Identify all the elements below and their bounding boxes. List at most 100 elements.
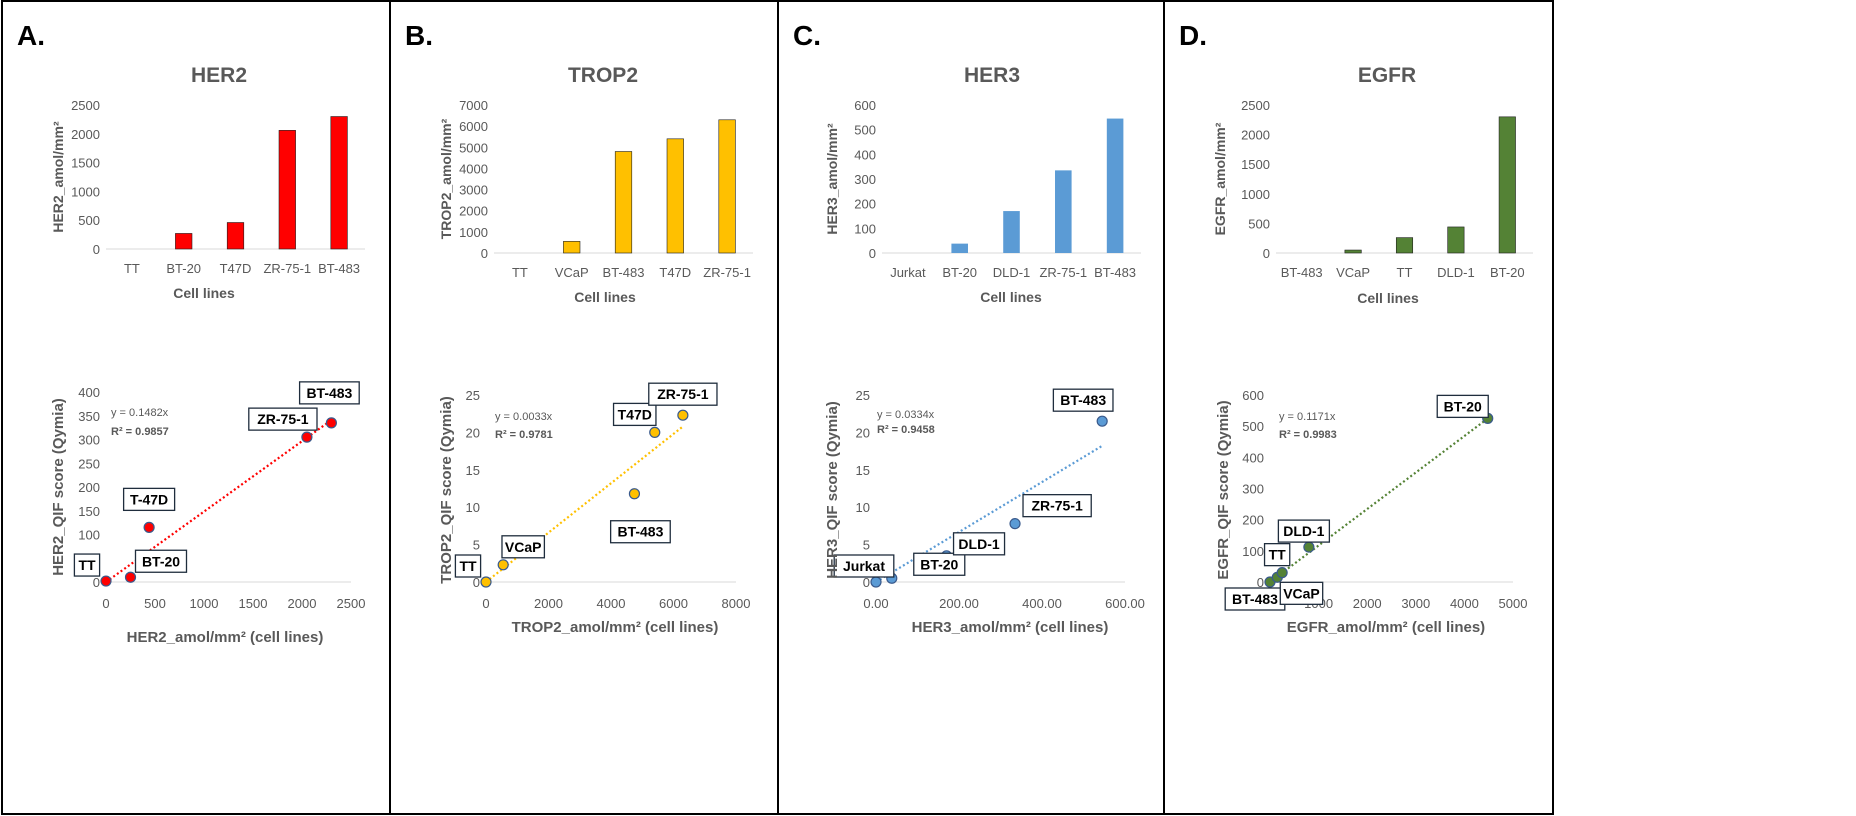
scatter-x-tick-label: 2000: [288, 596, 317, 611]
bar-y-tick-label: 7000: [459, 98, 488, 113]
bar-y-axis-title: EGFR_amol/mm²: [1212, 122, 1228, 235]
scatter-x-tick-label: 6000: [659, 596, 688, 611]
scatter-y-axis-title: EGFR_QIF score (Qymia): [1215, 400, 1232, 579]
bar-y-tick-label: 400: [854, 147, 876, 162]
bar-dld-1: [1003, 211, 1020, 253]
scatter-y-tick-label: 0: [93, 575, 100, 590]
point-label: BT-483: [306, 385, 352, 401]
bar-y-tick-label: 200: [854, 197, 876, 212]
scatter-x-tick-label: 500: [144, 596, 166, 611]
bar-x-axis-title: Cell lines: [574, 289, 636, 305]
scatter-x-tick-label: 2500: [337, 596, 366, 611]
bar-x-tick-label: DLD-1: [993, 265, 1031, 280]
bar-y-tick-label: 1000: [459, 225, 488, 240]
scatter-point-bt-483: [325, 417, 337, 429]
scatter-x-tick-label: 600.00: [1105, 596, 1145, 611]
bar-y-tick-label: 2000: [71, 127, 100, 142]
scatter-y-tick-label: 100: [1242, 544, 1264, 559]
point-label-box: [1279, 581, 1324, 605]
bar-x-tick-label: T47D: [659, 265, 691, 280]
bar-x-tick-label: TT: [1397, 265, 1413, 280]
bar-x-tick-label: ZR-75-1: [1039, 265, 1087, 280]
scatter-x-tick-label: 1500: [239, 596, 268, 611]
bar-y-tick-label: 6000: [459, 119, 488, 134]
scatter-point-dld-1: [1303, 541, 1315, 553]
bar-y-tick-label: 1000: [1241, 187, 1270, 202]
panel-c: C. HER3 0 100 200 300 400 500 600 Jurkat BT-20 DLD…: [777, 0, 1165, 815]
bar-x-axis-title: Cell lines: [173, 285, 235, 301]
bar-x-axis-title: Cell lines: [1357, 290, 1419, 306]
bar-x-tick-label: ZR-75-1: [263, 261, 311, 276]
bar-tt: [1395, 237, 1414, 254]
scatter-y-tick-label: 15: [856, 463, 870, 478]
trendline: [1269, 417, 1489, 583]
point-label-box: [501, 535, 546, 559]
bar-y-tick-label: 500: [78, 213, 100, 228]
point-label: BT-20: [142, 553, 180, 569]
point-label: ZR-75-1: [657, 386, 709, 402]
point-label-box: [122, 487, 176, 512]
scatter-y-tick-label: 25: [856, 388, 870, 403]
bar-x-tick-label: ZR-75-1: [703, 265, 751, 280]
bar-zr-75-1: [278, 130, 296, 250]
bar-x-tick-label: BT-483: [1281, 265, 1323, 280]
scatter-y-tick-label: 500: [1242, 419, 1264, 434]
scatter-x-axis-title: TROP2_amol/mm² (cell lines): [512, 619, 719, 636]
point-label: DLD-1: [1283, 523, 1324, 539]
scatter-point-bt-20: [124, 571, 137, 583]
point-label: BT-483: [1060, 392, 1106, 408]
point-label: T-47D: [130, 491, 168, 507]
scatter-x-axis-title: HER3_amol/mm² (cell lines): [912, 619, 1109, 636]
r-squared-label: R² = 0.9983: [1279, 429, 1337, 441]
bar-x-tick-label: BT-483: [1094, 265, 1136, 280]
bar-chart-title: HER2: [191, 64, 247, 87]
bar-y-tick-label: 2000: [459, 204, 488, 219]
point-label-box: [454, 554, 482, 578]
scatter-point-zr-75-1: [301, 431, 313, 443]
point-label: BT-20: [1444, 398, 1482, 414]
bar-y-tick-label: 1500: [1241, 157, 1270, 172]
scatter-x-tick-label: 4000: [597, 596, 626, 611]
scatter-x-tick-label: 1000: [190, 596, 219, 611]
bar-t47d: [226, 222, 245, 250]
bar-x-tick-label: BT-20: [166, 261, 201, 276]
scatter-point-bt-483: [628, 488, 641, 500]
trendline-equation: y = 0.1171x: [1279, 411, 1336, 423]
point-label: BT-483: [1232, 591, 1278, 607]
bar-y-tick-label: 100: [854, 221, 876, 236]
point-label-box: [833, 554, 895, 578]
scatter-y-tick-label: 350: [78, 409, 100, 424]
scatter-x-tick-label: 2000: [534, 596, 563, 611]
panel-b: B. TROP2 0 1000 2000 3000 4000 5000 6000 7000 TT V…: [389, 0, 779, 815]
scatter-x-tick-label: 200.00: [939, 596, 979, 611]
bar-y-axis-title: HER2_amol/mm²: [50, 121, 66, 233]
scatter-x-tick-label: 8000: [722, 596, 751, 611]
point-label: ZR-75-1: [1031, 498, 1083, 514]
bar-chart-title: EGFR: [1358, 64, 1416, 87]
point-label-box: [1022, 494, 1092, 518]
bar-x-axis-title: Cell lines: [980, 289, 1042, 305]
scatter-x-axis-title: HER2_amol/mm² (cell lines): [127, 629, 324, 646]
bar-t47d: [666, 138, 684, 254]
point-label-box: [1277, 519, 1331, 543]
scatter-point-tt: [480, 576, 492, 588]
scatter-point-tt: [1276, 567, 1288, 579]
scatter-point-bt-483: [1096, 415, 1108, 427]
point-label: ZR-75-1: [257, 411, 309, 427]
bar-chart-title: TROP2: [568, 64, 638, 87]
scatter-x-tick-label: 0: [102, 596, 109, 611]
scatter-y-tick-label: 200: [1242, 513, 1264, 528]
trendline-equation: y = 0.1482x: [111, 407, 169, 419]
scatter-x-tick-label: 3000: [1401, 596, 1430, 611]
bar-y-tick-label: 0: [1263, 246, 1270, 261]
bar-y-tick-label: 1500: [71, 156, 100, 171]
bar-x-tick-label: DLD-1: [1437, 265, 1475, 280]
scatter-y-tick-label: 250: [78, 456, 100, 471]
point-label-box: [609, 520, 671, 544]
point-label: BT-20: [920, 556, 958, 572]
scatter-x-tick-label: 4000: [1450, 596, 1479, 611]
scatter-x-axis-title: EGFR_amol/mm² (cell lines): [1287, 619, 1485, 636]
bar-zr-75-1: [718, 119, 736, 254]
